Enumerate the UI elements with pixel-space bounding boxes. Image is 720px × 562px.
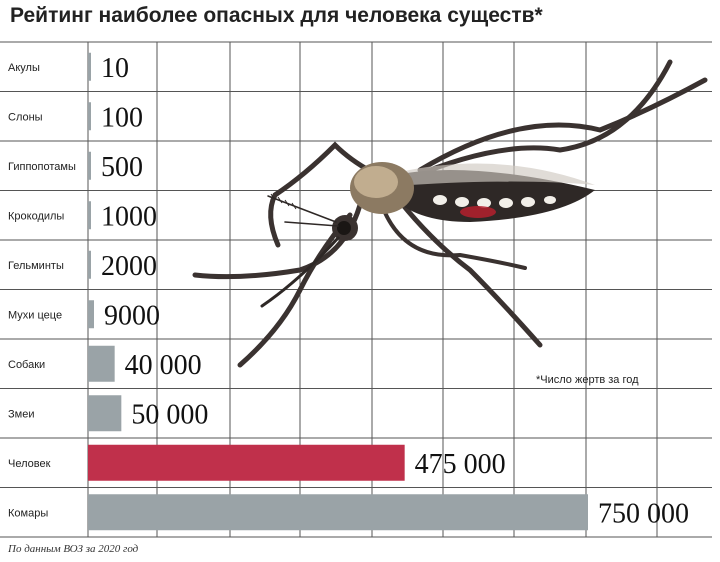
category-label: Человек [8, 458, 51, 470]
category-label: Комары [8, 507, 48, 519]
bar-row: Комары 750 000 [8, 494, 689, 531]
value-label: 9000 [104, 300, 160, 331]
value-label: 50 000 [131, 399, 208, 430]
bar [88, 250, 91, 279]
footnote: *Число жертв за год [536, 374, 639, 386]
bar [88, 151, 91, 180]
category-label: Крокодилы [8, 210, 64, 222]
bar-row: Крокодилы 1000 [8, 201, 157, 232]
bar-row: Змеи 50 000 [8, 395, 208, 432]
value-label: 1000 [101, 201, 157, 232]
bars: Акулы 10 Слоны 100 Гиппопотамы 500 Крокодилы 10… [8, 52, 689, 531]
value-label: 2000 [101, 251, 157, 282]
value-label: 40 000 [125, 350, 202, 381]
source-note: По данным ВОЗ за 2020 год [8, 543, 139, 555]
bar-row: Гельминты 2000 [8, 250, 157, 282]
category-label: Собаки [8, 359, 45, 371]
bar [88, 494, 588, 531]
value-label: 100 [101, 102, 143, 133]
bar [88, 102, 91, 131]
bar [88, 395, 122, 432]
value-label: 500 [101, 152, 143, 183]
mosquito-illustration [192, 59, 708, 368]
category-label: Гельминты [8, 260, 64, 272]
value-label: 10 [101, 53, 129, 84]
bar-row: Акулы 10 [8, 52, 129, 84]
value-label: 475 000 [415, 449, 506, 480]
category-label: Акулы [8, 62, 40, 74]
bar [88, 201, 91, 230]
bar [88, 345, 115, 382]
bar-row: Мухи цеце 9000 [8, 300, 160, 331]
category-label: Мухи цеце [8, 309, 62, 321]
value-label: 750 000 [598, 498, 689, 529]
chart-title: Рейтинг наиболее опасных для человека су… [10, 4, 543, 27]
bar [88, 444, 405, 481]
bar-row: Человек 475 000 [8, 444, 506, 481]
bar-row: Собаки 40 000 [8, 345, 202, 382]
category-label: Слоны [8, 111, 43, 123]
bar-row: Гиппопотамы 500 [8, 151, 143, 183]
bar-row: Слоны 100 [8, 102, 143, 133]
bar [88, 300, 94, 329]
category-label: Гиппопотамы [8, 161, 76, 173]
bar [88, 52, 91, 81]
category-label: Змеи [8, 408, 34, 420]
